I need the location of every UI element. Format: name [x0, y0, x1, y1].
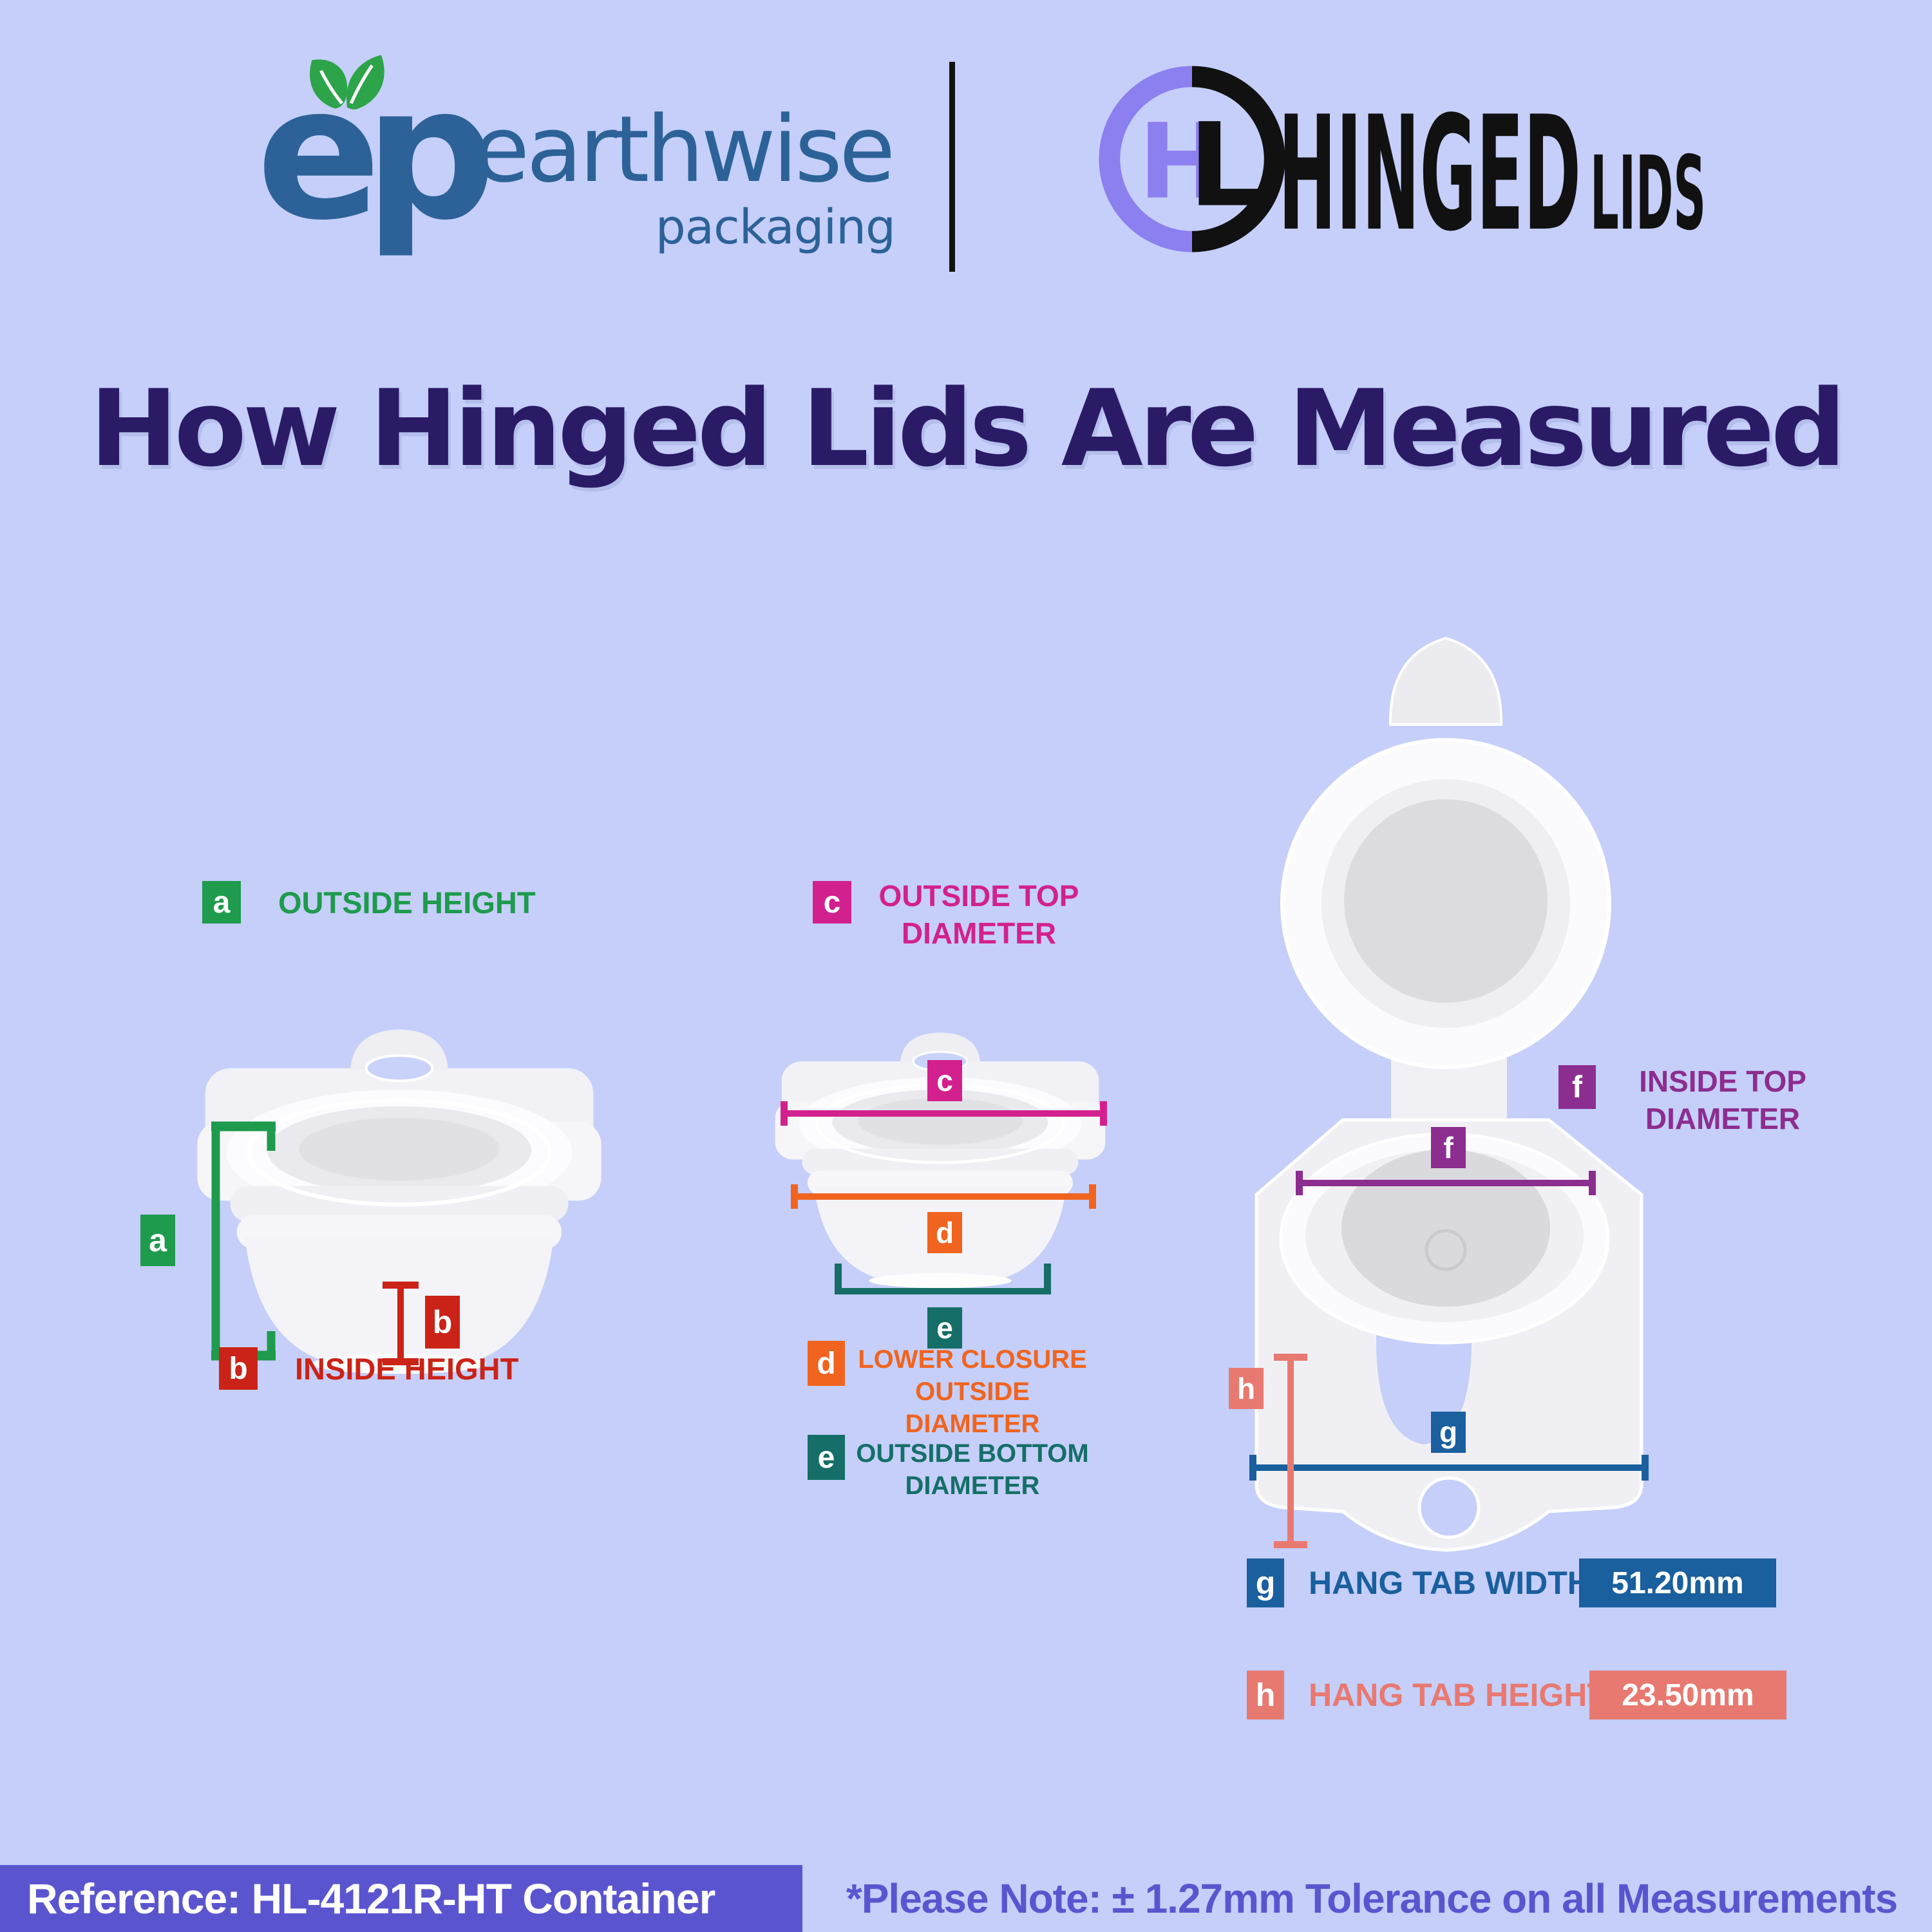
measure-f-line [1296, 1171, 1596, 1195]
legend-a-label: OUTSIDE HEIGHT [278, 885, 536, 920]
hl-monogram-h: H [1139, 102, 1226, 222]
hinged-lids-badge-icon: H L [1099, 66, 1285, 252]
measure-b-line [383, 1282, 419, 1365]
measure-d-line [791, 1184, 1096, 1209]
legend-h-badge: h [1247, 1671, 1284, 1719]
diagram-a-letter: a [149, 1222, 167, 1258]
legend-f-badge: f [1558, 1065, 1596, 1109]
earthwise-monogram: ep [256, 47, 497, 261]
diagram-g-letter: g [1439, 1416, 1458, 1449]
legend-d-letter: d [817, 1346, 836, 1381]
leaf-icon [310, 55, 384, 109]
diagram-f-letter: f [1443, 1131, 1454, 1164]
diagram-a-badge: a [140, 1215, 175, 1266]
diagram-c-badge: c [927, 1060, 962, 1101]
legend-a-letter: a [213, 885, 231, 920]
legend-b-label: INSIDE HEIGHT [295, 1351, 519, 1386]
legend-h-letter: h [1255, 1677, 1276, 1713]
hinged-text: HINGED [1278, 97, 1581, 251]
legend-e-letter: e [817, 1440, 835, 1475]
diagram-d-letter: d [935, 1216, 954, 1249]
legend-d-badge: d [808, 1341, 845, 1386]
diagram-f-badge: f [1431, 1127, 1466, 1168]
legend-f-label: INSIDE TOP DIAMETER [1639, 1065, 1806, 1135]
legend-e-badge: e [808, 1435, 845, 1480]
legend-d-label: LOWER CLOSURE OUTSIDE DIAMETER [858, 1345, 1087, 1438]
measure-a-bracket [211, 1121, 276, 1361]
diagram-e-badge: e [927, 1307, 962, 1349]
legend-e-label: OUTSIDE BOTTOM DIAMETER [856, 1439, 1089, 1500]
diagram-h-letter: h [1236, 1372, 1256, 1405]
hinged-lids-wordmark: HINGED LIDS [1278, 97, 1706, 251]
legend-c-label: OUTSIDE TOP DIAMETER [878, 879, 1079, 950]
legend-c-badge: c [813, 881, 851, 923]
legend-b-letter: b [229, 1351, 248, 1386]
diagram-b-letter: b [432, 1304, 453, 1340]
lids-text: LIDS [1590, 135, 1706, 251]
footer-reference-bar: Reference: HL-4121R-HT Container [0, 1865, 802, 1932]
hang-tab-height-value: 23.50mm [1589, 1671, 1786, 1719]
measure-g-line [1249, 1455, 1649, 1481]
legend-g-label: HANG TAB WIDTH [1309, 1565, 1591, 1601]
measure-c-line [781, 1101, 1107, 1126]
legend-g-badge: g [1247, 1558, 1284, 1607]
diagram-e-letter: e [936, 1311, 953, 1345]
diagram-g-badge: g [1431, 1412, 1466, 1453]
legend-g-letter: g [1255, 1565, 1276, 1601]
diagram-h-badge: h [1229, 1368, 1264, 1409]
page-title: How Hinged Lids Are Measured [90, 367, 1846, 490]
legend-h-label: HANG TAB HEIGHT [1309, 1677, 1607, 1713]
measure-h-line [1274, 1354, 1307, 1548]
diagram-d-badge: d [927, 1212, 962, 1253]
legend-f-letter: f [1572, 1070, 1582, 1104]
legend-c-letter: c [823, 885, 841, 920]
diagram-c-letter: c [936, 1064, 953, 1097]
earthwise-wordmark: earthwise [473, 97, 895, 203]
hl-monogram-l: L [1188, 99, 1262, 233]
legend-b-badge: b [219, 1347, 258, 1390]
legend-a-badge: a [202, 881, 241, 923]
footer-tolerance-note: *Please Note: ± 1.27mm Tolerance on all … [846, 1875, 1898, 1922]
measure-e-bracket [835, 1264, 1051, 1294]
earthwise-tagline: packaging [655, 200, 896, 255]
diagram-b-badge: b [425, 1296, 460, 1349]
logo-divider [949, 62, 955, 272]
hang-tab-width-value: 51.20mm [1579, 1558, 1776, 1607]
footer-reference-text: Reference: HL-4121R-HT Container [27, 1875, 715, 1922]
